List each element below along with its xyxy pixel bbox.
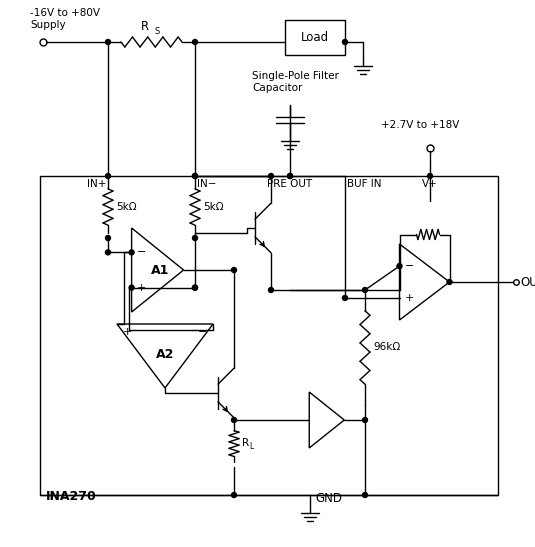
Circle shape	[105, 250, 111, 255]
Circle shape	[129, 285, 134, 290]
Circle shape	[193, 285, 197, 290]
Text: −: −	[137, 247, 146, 257]
Text: 5kΩ: 5kΩ	[203, 202, 224, 212]
Text: −: −	[198, 327, 208, 337]
Circle shape	[232, 492, 236, 498]
Text: R: R	[141, 20, 149, 33]
Bar	[285, 20, 345, 55]
Text: Load: Load	[301, 31, 329, 44]
Circle shape	[105, 173, 111, 178]
Circle shape	[342, 295, 348, 300]
Circle shape	[193, 39, 197, 44]
Text: S: S	[155, 26, 160, 36]
Circle shape	[129, 250, 134, 255]
Circle shape	[287, 173, 293, 178]
Circle shape	[342, 39, 348, 44]
Circle shape	[363, 417, 368, 422]
Text: Single-Pole Filter
Capacitor: Single-Pole Filter Capacitor	[252, 71, 339, 93]
Text: −: −	[405, 261, 414, 271]
Text: PRE OUT: PRE OUT	[268, 179, 312, 189]
Text: A1: A1	[151, 264, 169, 276]
Text: R: R	[242, 439, 249, 449]
Text: +: +	[405, 293, 414, 303]
Text: IN+: IN+	[87, 179, 106, 189]
Text: L: L	[249, 442, 253, 451]
Text: V+: V+	[422, 179, 438, 189]
Text: +: +	[137, 283, 146, 293]
Circle shape	[193, 173, 197, 178]
Circle shape	[363, 288, 368, 293]
Text: +2.7V to +18V: +2.7V to +18V	[381, 120, 459, 130]
Text: +: +	[123, 327, 132, 337]
Circle shape	[269, 288, 273, 293]
Circle shape	[232, 267, 236, 272]
Circle shape	[105, 39, 111, 44]
Circle shape	[269, 173, 273, 178]
Circle shape	[232, 417, 236, 422]
Circle shape	[105, 236, 111, 241]
Circle shape	[397, 264, 402, 269]
Text: 5kΩ: 5kΩ	[116, 202, 136, 212]
Circle shape	[287, 173, 293, 178]
Text: IN−: IN−	[197, 179, 217, 189]
Circle shape	[193, 173, 197, 178]
Circle shape	[447, 280, 452, 284]
Text: 96kΩ: 96kΩ	[373, 342, 400, 352]
Text: BUF IN: BUF IN	[347, 179, 381, 189]
Text: INA270: INA270	[46, 490, 97, 503]
Circle shape	[427, 173, 432, 178]
Text: -16V to +80V
Supply: -16V to +80V Supply	[30, 8, 100, 30]
Circle shape	[363, 492, 368, 498]
Text: OUT: OUT	[520, 276, 535, 288]
Text: GND: GND	[315, 492, 342, 504]
Bar	[40, 176, 498, 495]
Text: A2: A2	[156, 347, 174, 360]
Circle shape	[193, 236, 197, 241]
Circle shape	[193, 285, 197, 290]
